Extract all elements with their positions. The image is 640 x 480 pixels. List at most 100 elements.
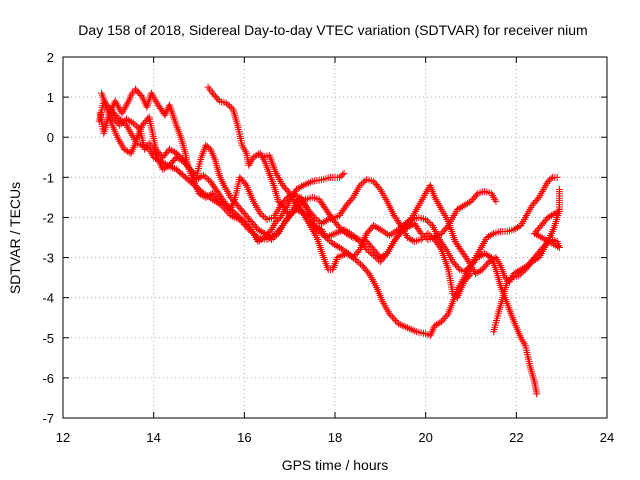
y-tick-label: -3 bbox=[42, 251, 54, 266]
data-point bbox=[229, 212, 237, 220]
data-point bbox=[443, 311, 451, 319]
data-point bbox=[385, 310, 393, 318]
data-point bbox=[426, 231, 434, 239]
data-point bbox=[553, 173, 561, 181]
data-point bbox=[334, 222, 342, 230]
data-point bbox=[460, 268, 468, 276]
x-axis-label: GPS time / hours bbox=[282, 457, 389, 473]
data-point bbox=[258, 211, 266, 219]
data-point bbox=[436, 244, 444, 252]
data-point bbox=[387, 230, 395, 238]
data-point bbox=[472, 191, 480, 199]
data-point bbox=[419, 234, 427, 242]
data-point bbox=[387, 311, 395, 319]
data-point bbox=[262, 231, 270, 239]
data-point bbox=[358, 180, 366, 188]
data-point bbox=[304, 215, 312, 223]
y-tick-labels: -7 -6 -5 -4 -3 -2 -1 0 1 2 bbox=[42, 50, 54, 426]
data-point bbox=[375, 224, 383, 232]
data-point bbox=[411, 327, 419, 335]
data-point bbox=[116, 121, 124, 129]
data-point bbox=[307, 219, 315, 227]
data-point bbox=[394, 320, 402, 328]
data-point bbox=[327, 231, 335, 239]
data-point bbox=[298, 182, 306, 190]
data-point bbox=[203, 192, 211, 200]
data-point bbox=[347, 253, 355, 261]
data-point bbox=[209, 195, 217, 203]
chart-title: Day 158 of 2018, Sidereal Day-to-day VTE… bbox=[78, 22, 587, 38]
data-point bbox=[305, 217, 313, 225]
y-tick-label: -7 bbox=[42, 411, 54, 426]
data-point bbox=[423, 217, 431, 225]
y-tick-label: -4 bbox=[42, 291, 54, 306]
x-tick-label: 16 bbox=[237, 430, 251, 445]
data-point bbox=[266, 227, 274, 235]
data-point bbox=[214, 96, 222, 104]
data-point bbox=[520, 267, 528, 275]
data-point bbox=[305, 179, 313, 187]
y-tick-label: -5 bbox=[42, 331, 54, 346]
y-tick-label: 1 bbox=[47, 90, 54, 105]
x-tick-label: 24 bbox=[600, 430, 614, 445]
data-point bbox=[333, 254, 341, 262]
data-point bbox=[239, 219, 247, 227]
data-point bbox=[252, 232, 260, 240]
data-point bbox=[364, 247, 372, 255]
data-point bbox=[427, 220, 435, 228]
data-point bbox=[380, 228, 388, 236]
y-tick-label: 2 bbox=[47, 50, 54, 65]
data-point bbox=[466, 271, 474, 279]
data-point bbox=[488, 230, 496, 238]
data-point bbox=[230, 213, 238, 221]
x-tick-label: 22 bbox=[509, 430, 523, 445]
data-point bbox=[311, 213, 319, 221]
data-point bbox=[303, 180, 311, 188]
data-point bbox=[214, 199, 222, 207]
data-point bbox=[364, 268, 372, 276]
data-point bbox=[400, 322, 408, 330]
data-point bbox=[375, 184, 383, 192]
data-point bbox=[346, 229, 354, 237]
data-point bbox=[198, 172, 206, 180]
data-point bbox=[322, 234, 330, 241]
data-point bbox=[344, 228, 352, 236]
data-point bbox=[339, 251, 347, 259]
data-point bbox=[333, 229, 341, 237]
data-point bbox=[323, 216, 330, 224]
data-point bbox=[337, 252, 345, 260]
data-point bbox=[292, 191, 300, 199]
data-point bbox=[240, 220, 248, 228]
x-tick-label: 18 bbox=[328, 430, 342, 445]
data-point bbox=[516, 270, 524, 278]
data-point bbox=[329, 230, 337, 238]
data-point bbox=[326, 232, 334, 240]
data-point bbox=[421, 232, 429, 240]
data-point bbox=[382, 251, 390, 259]
data-point bbox=[407, 325, 415, 333]
data-point bbox=[547, 175, 555, 183]
data-point bbox=[207, 194, 215, 202]
data-point bbox=[335, 228, 343, 236]
data-point bbox=[241, 180, 249, 188]
data-point bbox=[264, 232, 272, 240]
data-point bbox=[340, 169, 348, 177]
data-point bbox=[424, 229, 432, 237]
data-point bbox=[261, 229, 269, 237]
data-point bbox=[391, 316, 399, 324]
data-point bbox=[427, 232, 435, 240]
data-point bbox=[357, 260, 364, 268]
data-point bbox=[273, 231, 281, 239]
data-point bbox=[402, 323, 410, 331]
data-point bbox=[314, 216, 322, 224]
data-point bbox=[129, 119, 137, 127]
data-point bbox=[355, 247, 363, 255]
data-point bbox=[515, 272, 523, 280]
data-point bbox=[137, 92, 145, 100]
data-point bbox=[396, 321, 404, 329]
data-point bbox=[269, 234, 277, 242]
data-point bbox=[201, 191, 209, 199]
series-track-3 bbox=[98, 89, 561, 276]
data-point bbox=[533, 390, 541, 398]
